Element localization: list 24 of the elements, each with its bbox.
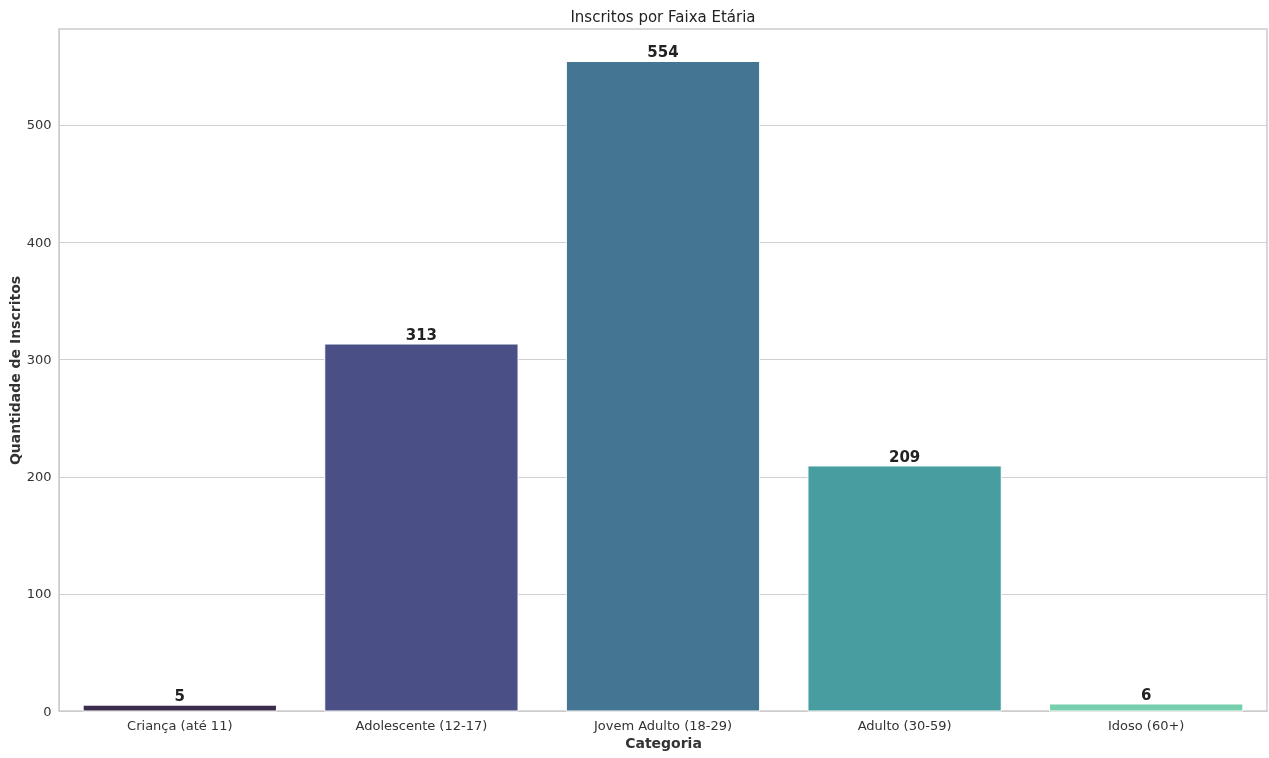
x-tick-label: Adolescente (12-17) [355, 717, 488, 733]
bar [82, 704, 277, 712]
data-label: 5 [174, 687, 186, 706]
y-tick-label: 0 [43, 703, 52, 719]
x-tick-label: Jovem Adulto (18-29) [592, 717, 733, 733]
data-label: 209 [888, 447, 921, 466]
x-axis-title: Categoria [625, 734, 702, 751]
bar [807, 465, 1002, 712]
x-tick-label: Adulto (30-59) [857, 717, 952, 733]
y-tick-label: 300 [26, 351, 52, 367]
bar [1049, 703, 1244, 712]
y-tick-label: 500 [26, 117, 52, 133]
y-axis-title: Quantidade de Inscritos [6, 275, 23, 466]
x-tick-label: Criança (até 11) [127, 717, 233, 733]
y-tick-label: 100 [26, 586, 52, 602]
data-label: 313 [405, 326, 438, 345]
bar [324, 343, 519, 712]
x-tick-label: Idoso (60+) [1107, 717, 1185, 733]
bar [565, 60, 761, 712]
data-label: 6 [1140, 685, 1152, 704]
y-tick-label: 200 [26, 469, 52, 485]
y-tick-label: 400 [26, 234, 52, 250]
data-label: 554 [647, 43, 679, 62]
chart-title: Inscritos por Faixa Etária [570, 8, 756, 26]
